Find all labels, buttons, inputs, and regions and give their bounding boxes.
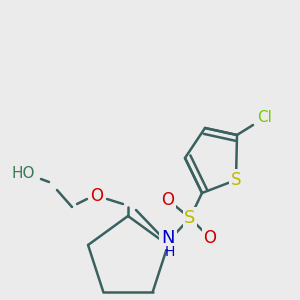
Text: N: N — [161, 229, 175, 247]
Text: S: S — [184, 209, 196, 227]
Text: S: S — [231, 171, 241, 189]
Text: O: O — [91, 187, 103, 205]
Text: O: O — [161, 191, 175, 209]
Text: O: O — [203, 229, 217, 247]
Text: H: H — [165, 245, 175, 259]
Text: HO: HO — [11, 166, 35, 181]
Text: Cl: Cl — [258, 110, 272, 124]
